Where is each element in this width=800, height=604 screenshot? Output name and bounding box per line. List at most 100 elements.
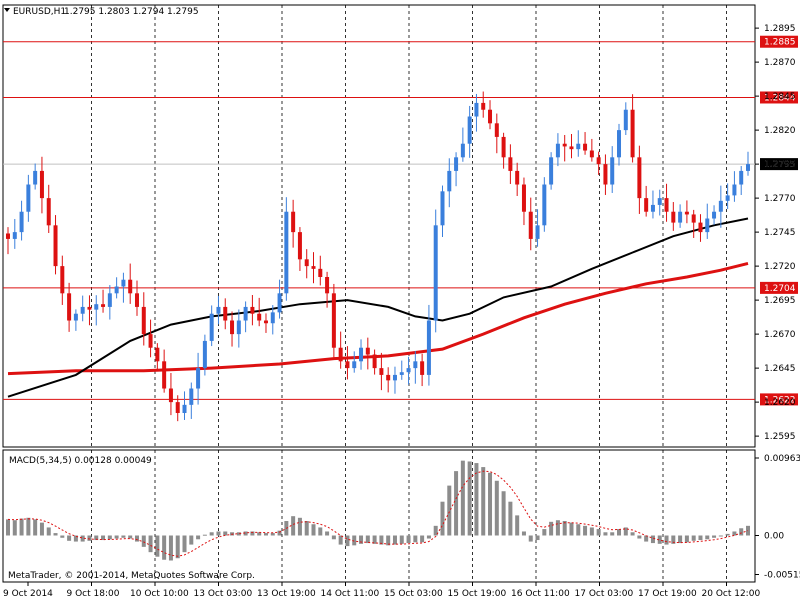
candle-bull (413, 361, 418, 369)
candle-bull (746, 164, 750, 171)
macd-bar (725, 533, 730, 536)
time-label: 14 Oct 11:00 (321, 589, 380, 599)
macd-bar (94, 535, 99, 541)
macd-bar (12, 520, 17, 536)
candle-bear (318, 268, 323, 277)
macd-bar (318, 527, 323, 536)
time-label: 17 Oct 03:00 (575, 589, 634, 599)
macd-bar (637, 535, 642, 539)
macd-pane[interactable] (2, 449, 756, 583)
time-label: 13 Oct 19:00 (257, 589, 316, 599)
candle-bear (372, 354, 377, 369)
macd-bar (399, 535, 404, 544)
macd-tick-label: -0.00515 (764, 571, 800, 581)
time-label: 17 Oct 19:00 (638, 589, 697, 599)
price-tick-label: 1.2895 (764, 24, 796, 34)
time-label: 15 Oct 19:00 (448, 589, 507, 599)
candle-bull (189, 388, 194, 405)
candle-bull (467, 116, 472, 144)
candle-bear (175, 402, 180, 413)
macd-bar (664, 535, 669, 545)
macd-bar (121, 535, 126, 538)
level-tag-label: 1.2885 (764, 38, 796, 48)
macd-bar (678, 535, 683, 544)
price-tick-label: 1.2820 (764, 126, 796, 136)
macd-bar (175, 535, 180, 559)
macd-bar (114, 535, 119, 539)
macd-bar (155, 535, 160, 557)
candle-bear (698, 222, 703, 233)
candle-bull (447, 170, 452, 192)
candle-bull (460, 143, 465, 158)
candle-bull (440, 191, 445, 226)
macd-bar (182, 535, 187, 553)
macd-bar (311, 524, 316, 536)
macd-bar (433, 525, 438, 536)
current-price-tag (760, 158, 798, 171)
candle-bull (277, 293, 282, 313)
macd-bar (26, 517, 31, 536)
macd-bar (494, 480, 499, 536)
macd-bar (168, 535, 173, 561)
candle-bear (67, 293, 72, 321)
chart-header: EURUSD,H1 1.2795 1.2803 1.2794 1.2795 (4, 7, 199, 17)
candle-bear (297, 232, 302, 260)
candle-bear (644, 198, 649, 212)
candle-bear (596, 157, 601, 165)
macd-bar (712, 535, 717, 538)
triangle-down-icon[interactable] (4, 8, 10, 12)
macd-bar (128, 535, 133, 539)
macd-bar (277, 530, 282, 536)
macd-bar (569, 522, 574, 536)
candle-bear (39, 170, 44, 199)
candle-bull (542, 184, 547, 226)
macd-bar (372, 535, 377, 544)
candle-bear (141, 306, 146, 335)
candle-bear (53, 225, 58, 267)
macd-bar (386, 535, 391, 546)
macd-bar (33, 519, 38, 536)
price-pane[interactable] (2, 4, 756, 448)
candle-bear (230, 320, 235, 335)
candle-bear (304, 259, 309, 267)
grid-lines (91, 5, 727, 582)
candle-bear (637, 157, 642, 199)
ohlc-label: 1.2795 1.2803 1.2794 1.2795 (64, 7, 199, 17)
macd-bar (134, 535, 139, 542)
macd-bar (243, 531, 248, 536)
candle-bear (481, 102, 486, 110)
candle-bear (508, 157, 513, 171)
time-label: 9 Oct 2014 (3, 589, 53, 599)
macd-bar (67, 535, 72, 541)
macd-bar (141, 535, 146, 547)
macd-bar (454, 471, 459, 536)
candle-bull (732, 184, 737, 196)
candle-bear (365, 347, 370, 355)
candle-bull (406, 368, 411, 373)
macd-bar (650, 535, 655, 544)
macd-bar (684, 535, 689, 543)
macd-bar (39, 522, 44, 536)
macd-bar (250, 531, 255, 536)
price-tick-label: 1.2695 (764, 296, 796, 306)
candle-bull (657, 198, 662, 205)
macd-bar (508, 501, 513, 536)
macd-bar (325, 531, 330, 536)
level-tag-label: 1.2844 (764, 93, 796, 103)
macd-tick-label: 0.00 (764, 532, 784, 542)
macd-bar (209, 532, 214, 536)
macd-bar (481, 467, 486, 536)
price-tick-label: 1.2720 (764, 262, 796, 272)
candle-bear (87, 306, 92, 310)
candle-bull (678, 211, 683, 223)
candle-bull (209, 313, 214, 341)
candle-bull (576, 143, 581, 150)
candle-bear (630, 109, 635, 158)
candle-bear (521, 184, 526, 212)
candle-bear (128, 279, 133, 294)
copyright-label: MetaTrader, © 2001-2014, MetaQuotes Soft… (8, 571, 255, 581)
candle-bear (345, 361, 350, 369)
macd-bar (352, 535, 357, 546)
